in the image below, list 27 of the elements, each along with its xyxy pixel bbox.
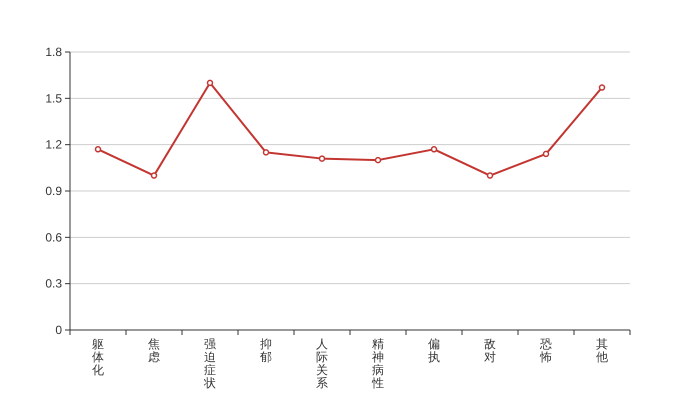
point	[486, 172, 494, 179]
x-tick-label: 敌对	[484, 337, 496, 364]
x-tick-label: 躯体化	[92, 337, 104, 377]
point	[262, 149, 270, 156]
y-tick-label: 0.6	[45, 230, 62, 244]
x-tick-label: 偏执	[428, 337, 440, 364]
point	[542, 150, 550, 158]
point	[598, 84, 606, 91]
point	[150, 172, 158, 179]
y-tick-label: 1.5	[45, 91, 62, 106]
y-tick-label: 1.2	[45, 138, 62, 152]
point	[430, 146, 438, 153]
x-tick-label: 恐怖	[539, 337, 552, 364]
point	[94, 146, 102, 153]
x-tick-label: 强迫症状	[203, 337, 216, 390]
x-tick-label: 抑郁	[260, 337, 272, 364]
x-tick-label: 焦虑	[148, 337, 160, 364]
x-tick-label: 其他	[596, 337, 608, 364]
point	[206, 80, 214, 86]
y-tick-label: 0.9	[45, 184, 62, 198]
y-tick-label: 0	[55, 323, 62, 337]
y-tick-label: 1.8	[45, 45, 62, 59]
point	[374, 156, 382, 164]
y-tick-label: 0.3	[45, 276, 62, 291]
x-tick-label: 精神病性	[371, 337, 384, 390]
point	[318, 155, 326, 162]
x-tick-label: 人际关系	[316, 337, 328, 390]
